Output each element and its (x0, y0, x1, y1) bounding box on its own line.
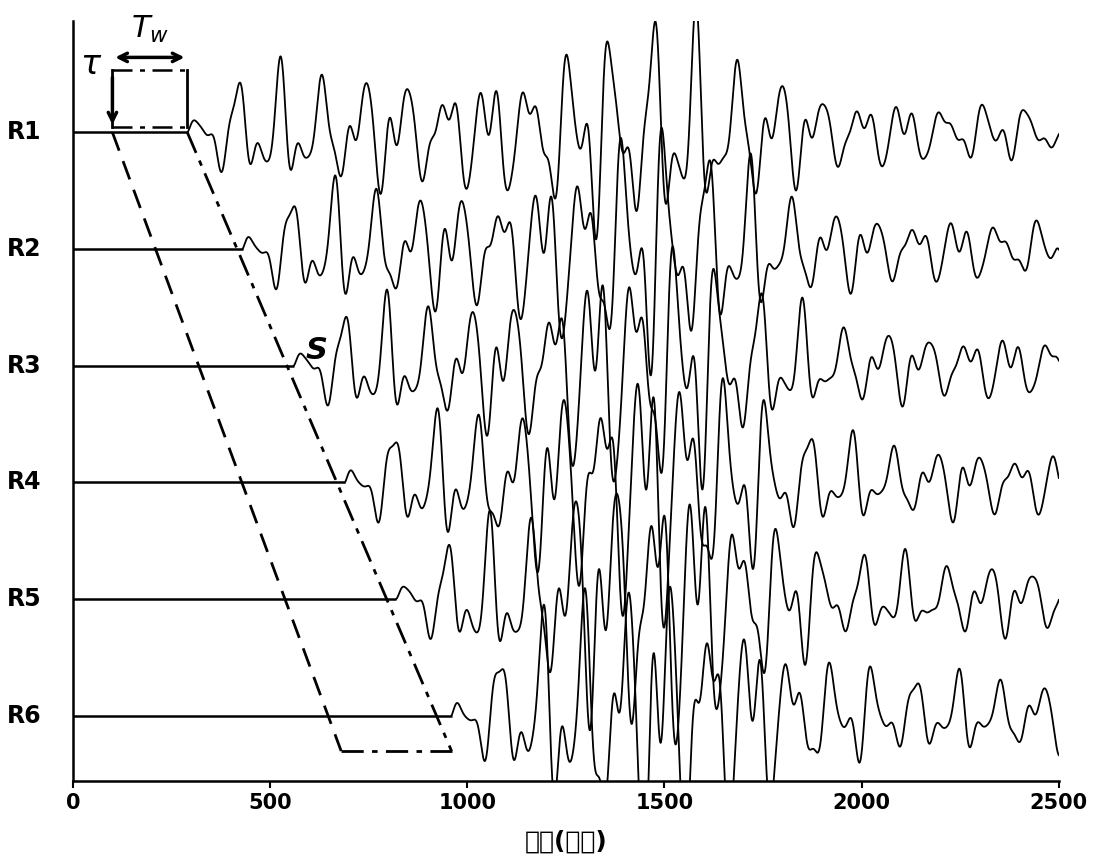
Text: R6: R6 (7, 703, 42, 727)
Text: S: S (306, 336, 328, 365)
Text: R4: R4 (7, 471, 42, 494)
Text: R2: R2 (7, 237, 42, 261)
X-axis label: 时间(微秒): 时间(微秒) (524, 830, 608, 854)
Text: $T_w$: $T_w$ (131, 14, 169, 45)
Text: R1: R1 (7, 120, 42, 144)
Text: $\tau$: $\tau$ (80, 48, 102, 81)
Text: R3: R3 (7, 354, 42, 378)
Text: R5: R5 (7, 586, 42, 611)
